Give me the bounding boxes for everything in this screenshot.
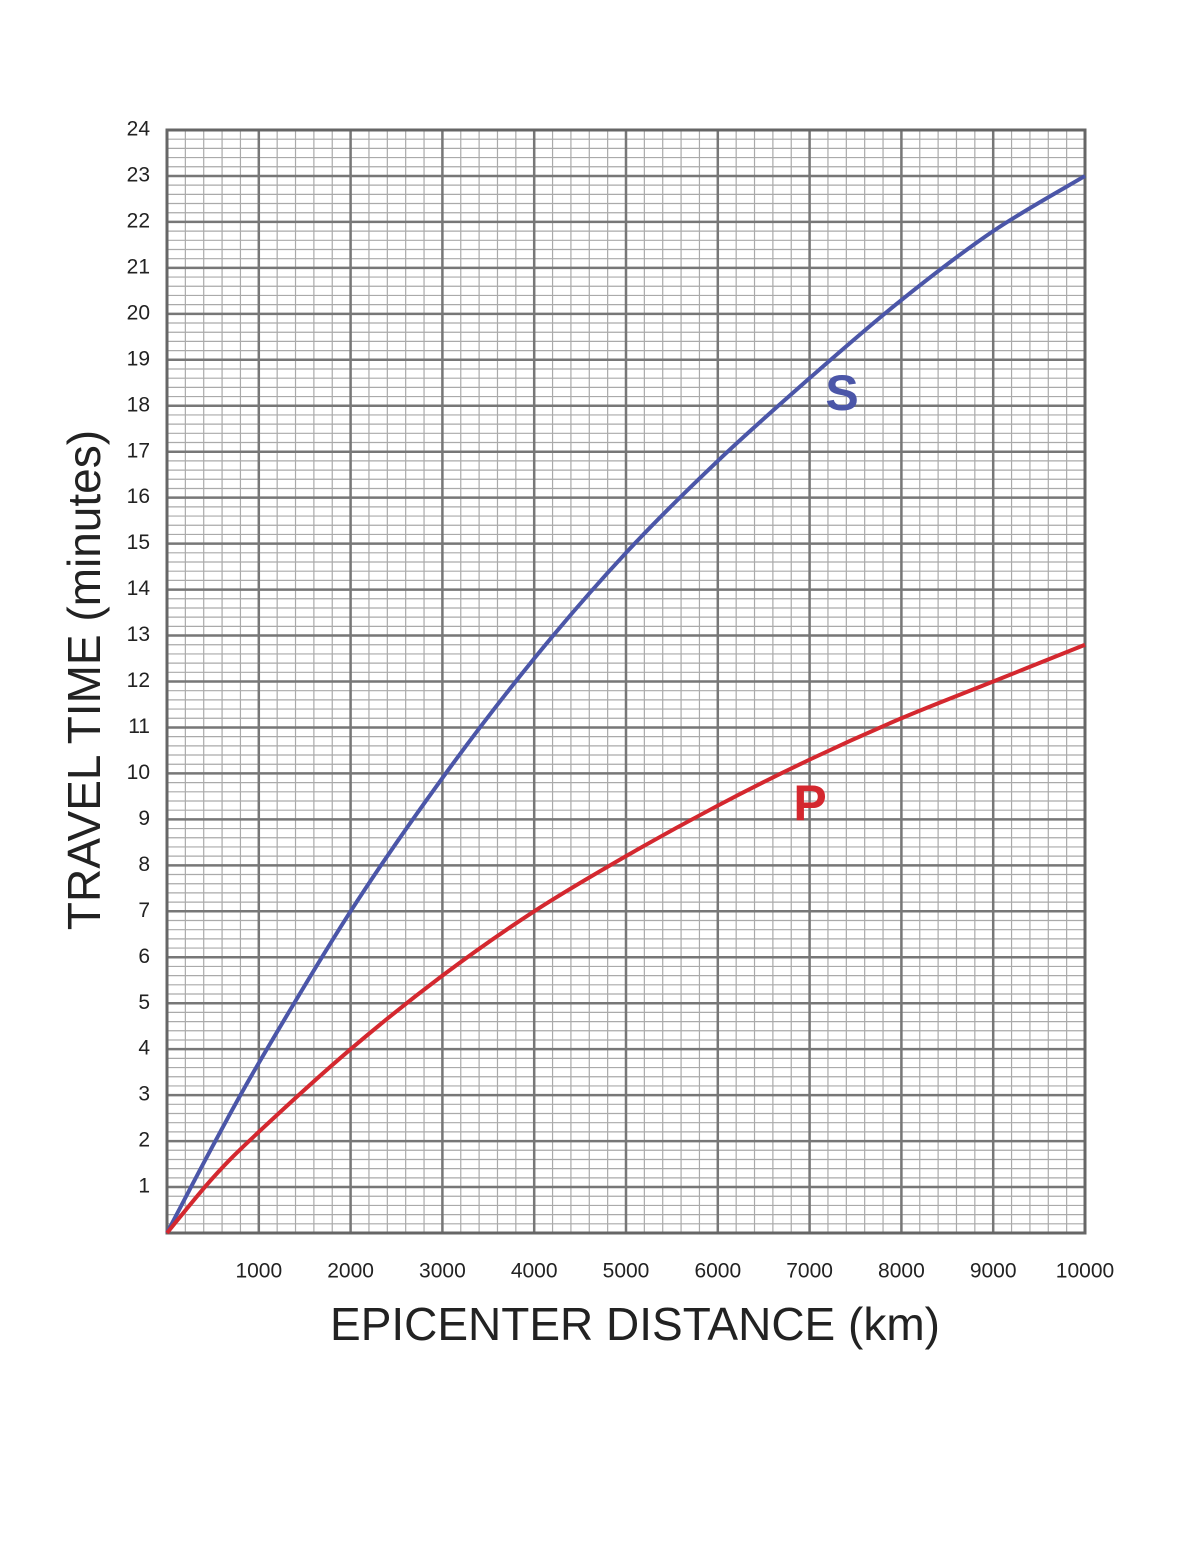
y-tick-label: 15	[127, 531, 150, 554]
x-tick-label: 3000	[419, 1260, 466, 1283]
y-tick-label: 8	[138, 853, 150, 876]
series-label: S	[825, 365, 858, 421]
y-tick-label: 17	[127, 439, 150, 462]
y-tick-label: 5	[138, 991, 150, 1014]
y-tick-label: 22	[127, 209, 150, 232]
y-tick-label: 19	[127, 347, 150, 370]
y-tick-label: 2	[138, 1129, 150, 1152]
x-tick-label: 5000	[603, 1260, 650, 1283]
series-line	[165, 174, 1087, 1234]
y-axis-title: TRAVEL TIME (minutes)	[58, 430, 110, 930]
y-tick-label: 20	[127, 301, 150, 324]
y-tick-label: 16	[127, 485, 150, 508]
x-tick-label: 9000	[970, 1260, 1017, 1283]
plot-border	[165, 128, 1087, 1235]
x-tick-label: 7000	[786, 1260, 833, 1283]
x-axis-title: EPICENTER DISTANCE (km)	[330, 1298, 940, 1350]
y-tick-label: 23	[127, 164, 150, 187]
y-tick-label: 14	[127, 577, 151, 600]
y-tick-label: 9	[138, 807, 150, 830]
x-tick-label: 2000	[327, 1260, 374, 1283]
y-tick-label: 10	[127, 761, 150, 784]
y-tick-label: 6	[138, 945, 150, 968]
y-tick-label: 18	[127, 393, 150, 416]
y-tick-label: 24	[127, 118, 151, 141]
y-tick-label: 21	[127, 255, 150, 278]
x-tick-label: 6000	[694, 1260, 741, 1283]
y-tick-label: 7	[138, 899, 150, 922]
series-label: P	[793, 775, 826, 831]
x-tick-label: 10000	[1056, 1260, 1114, 1283]
y-tick-label: 12	[127, 669, 150, 692]
y-tick-label: 1	[138, 1175, 150, 1198]
y-tick-label: 11	[128, 715, 150, 738]
y-tick-label: 4	[138, 1037, 150, 1060]
x-tick-label: 4000	[511, 1260, 558, 1283]
x-tick-label: 1000	[235, 1260, 282, 1283]
y-tick-label: 13	[127, 623, 150, 646]
x-tick-label: 8000	[878, 1260, 925, 1283]
y-tick-label: 3	[138, 1083, 150, 1106]
series-line	[165, 642, 1086, 1235]
